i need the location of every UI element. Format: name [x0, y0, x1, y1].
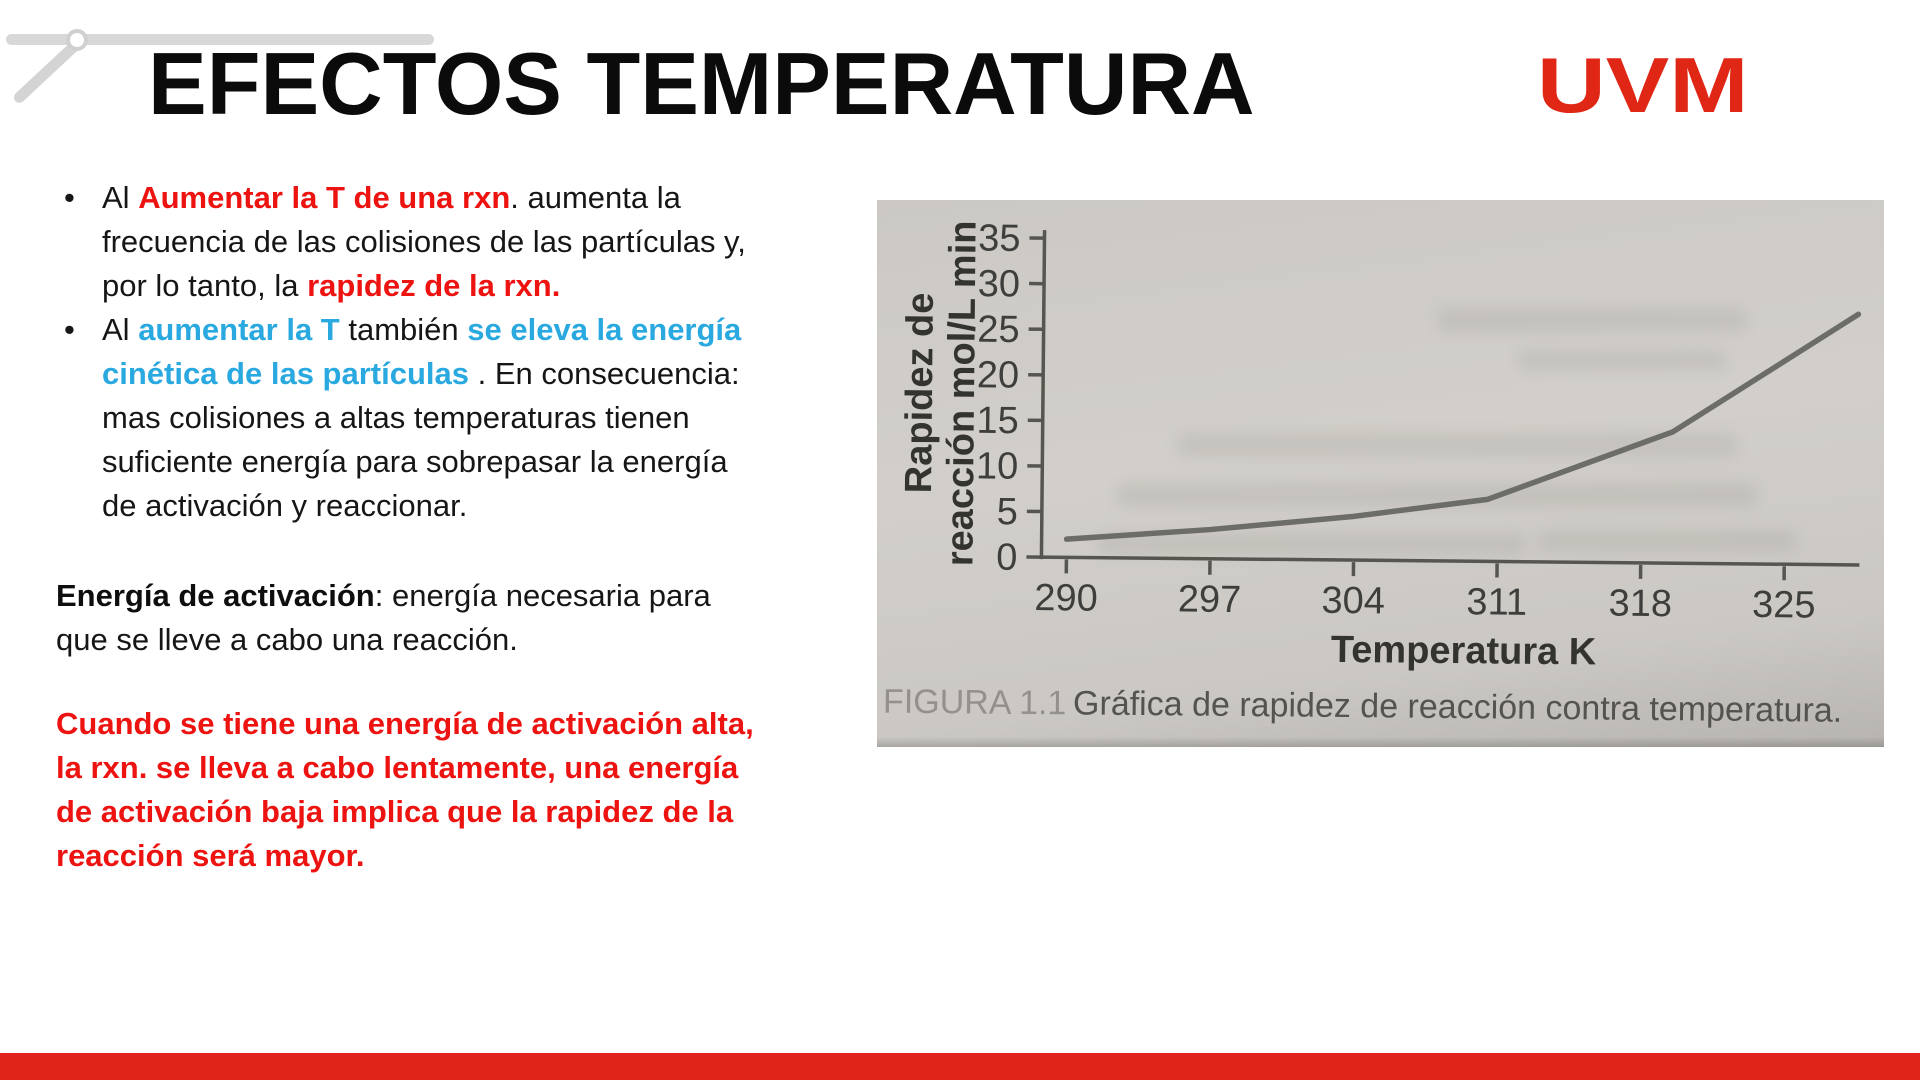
svg-text:297: 297 [1178, 578, 1242, 621]
bullet2-line1: • Al aumentar la T también se eleva la en… [56, 308, 754, 352]
text-run: que se lleve a cabo una reacción. [56, 622, 518, 657]
svg-text:318: 318 [1608, 583, 1672, 626]
bullet2-line3: mas colisiones a altas temperaturas tien… [56, 396, 754, 440]
svg-text:5: 5 [997, 491, 1019, 533]
decorative-pivot-circle [66, 29, 88, 51]
svg-text:35: 35 [978, 217, 1021, 259]
text-run: . En consecuencia: [469, 356, 740, 391]
text-run: también [339, 312, 468, 347]
text-run-bold: Energía de activación [56, 578, 375, 613]
bullet2-line5: de activación y reaccionar. [56, 484, 754, 528]
note-line1: Cuando se tiene una energía de activació… [56, 706, 754, 741]
ghost-print-artifacts [1097, 308, 1797, 555]
note-line3: de activación baja implica que la rapide… [56, 794, 734, 829]
svg-text:20: 20 [977, 354, 1020, 396]
text-run: mas colisiones a altas temperaturas tien… [102, 400, 690, 435]
spacer [56, 662, 754, 702]
textbook-figure-photo: 0 5 10 15 20 25 30 35 290 297 304 311 318 325 Rapidez … [877, 200, 1884, 747]
svg-text:30: 30 [978, 263, 1021, 305]
text-run: : energía necesaria para [374, 578, 711, 613]
svg-text:Rapidez de: Rapidez de [898, 292, 942, 493]
text-run-blue: se eleva la energía [467, 312, 742, 347]
bullet2-line2: cinética de las partículas . En consecue… [56, 352, 754, 396]
text-run: suficiente energía para sobrepasar la en… [102, 444, 728, 479]
bullet1-line2: frecuencia de las colisiones de las part… [56, 220, 754, 264]
definition-line1: Energía de activación: energía necesaria… [56, 574, 754, 618]
text-run-red: rapidez de la rxn. [307, 268, 561, 303]
bullet-marker: • [64, 312, 75, 347]
bullet-marker: • [64, 180, 75, 215]
svg-text:290: 290 [1034, 577, 1098, 620]
bullet2-line4: suficiente energía para sobrepasar la en… [56, 440, 754, 484]
svg-text:Temperatura K: Temperatura K [1331, 629, 1597, 674]
decorative-bar-horizontal [6, 34, 434, 45]
svg-text:15: 15 [976, 400, 1019, 442]
body-text-column: • Al Aumentar la T de una rxn. aumenta la… [56, 176, 754, 878]
bullet1-line1: • Al Aumentar la T de una rxn. aumenta la [56, 176, 754, 220]
text-run-blue: aumentar la T [138, 312, 340, 347]
note-line4: reacción será mayor. [56, 838, 365, 873]
svg-text:10: 10 [976, 445, 1019, 487]
svg-text:0: 0 [996, 537, 1018, 579]
text-run: de activación y reaccionar. [102, 488, 468, 523]
note-line2: la rxn. se lleva a cabo lentamente, una … [56, 750, 739, 785]
svg-text:FIGURA 1.1: FIGURA 1.1 [883, 683, 1067, 723]
text-run: por lo tanto, la [102, 268, 308, 303]
svg-text:Gráfica de rapidez de reacción: Gráfica de rapidez de reacción contra te… [1073, 684, 1843, 729]
text-run-blue: cinética de las partículas [102, 356, 470, 391]
text-run: Al [102, 312, 139, 347]
uvm-logo: UVM [1537, 41, 1749, 129]
definition-line2: que se lleve a cabo una reacción. [56, 618, 754, 662]
text-run: frecuencia de las colisiones de las part… [102, 224, 746, 259]
slide-title: EFECTOS TEMPERATURA [148, 34, 1255, 133]
text-run: . aumenta la [510, 180, 681, 215]
footer-accent-bar [0, 1053, 1920, 1080]
bullet1-line3: por lo tanto, la rapidez de la rxn. [56, 264, 754, 308]
text-run-red: Aumentar la T de una rxn [138, 180, 511, 215]
activation-energy-note: Cuando se tiene una energía de activació… [56, 702, 754, 878]
svg-text:304: 304 [1321, 580, 1385, 623]
text-run: Al [102, 180, 139, 215]
svg-text:325: 325 [1752, 584, 1816, 627]
svg-text:reacción mol/L min: reacción mol/L min [939, 220, 984, 566]
svg-text:311: 311 [1466, 581, 1527, 624]
svg-text:25: 25 [977, 309, 1020, 351]
spacer [56, 528, 754, 574]
